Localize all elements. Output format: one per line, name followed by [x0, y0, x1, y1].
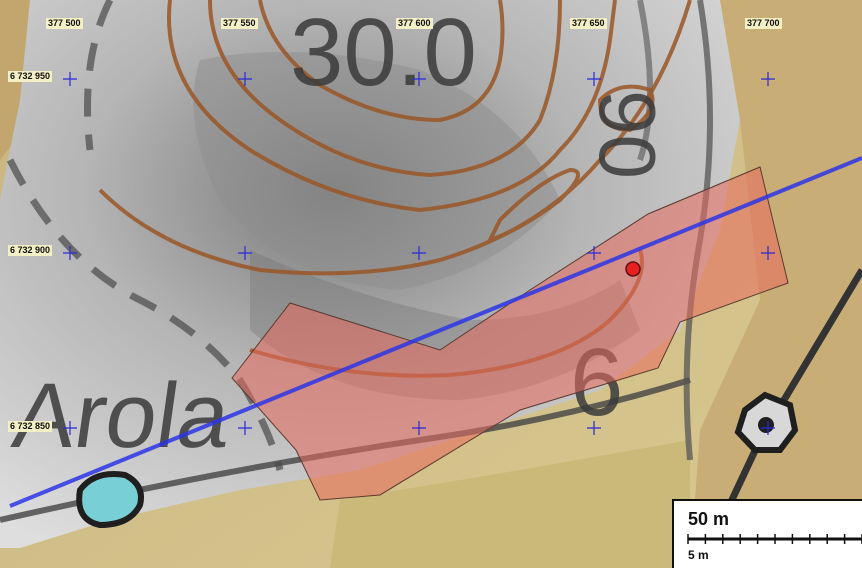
scale-main-label: 50 m — [688, 509, 730, 529]
y-coordinate-label: 6 732 950 — [8, 71, 53, 82]
y-coordinate-label: 6 732 900 — [8, 245, 53, 256]
grid-cross — [761, 421, 775, 435]
x-coordinate-label: 377 700 — [745, 18, 782, 29]
grid-cross — [63, 421, 77, 435]
grid-cross — [63, 246, 77, 260]
contour-line — [98, 0, 692, 276]
grid-crosses — [63, 72, 775, 435]
contour-line — [208, 0, 562, 178]
x-coordinate-label: 377 600 — [396, 18, 433, 29]
grid-cross — [238, 72, 252, 86]
x-coordinate-label: 377 550 — [221, 18, 258, 29]
track-dashed-2 — [84, 0, 114, 151]
measure-line[interactable] — [9, 156, 862, 508]
scale-ticks — [687, 534, 862, 544]
scale-ruler — [687, 534, 862, 544]
grid-cross — [587, 246, 601, 260]
grid-cross — [412, 72, 426, 86]
x-coordinate-label: 377 650 — [570, 18, 607, 29]
grid-cross — [412, 246, 426, 260]
contour-label-30: 30.0 — [290, 0, 477, 106]
contour-line — [486, 167, 580, 244]
x-coordinate-label: 377 500 — [46, 18, 83, 29]
junction-center — [758, 417, 774, 433]
grid-cross — [238, 421, 252, 435]
location-point[interactable] — [625, 261, 641, 277]
pond — [76, 471, 144, 529]
contour-label-90: 90 — [583, 90, 672, 179]
place-name-label: Arola — [7, 363, 237, 466]
scale-bar: 50 m 5 m — [672, 499, 862, 568]
grid-cross — [587, 72, 601, 86]
grid-cross — [761, 72, 775, 86]
contour-line — [167, 0, 617, 213]
contour-line — [597, 84, 655, 133]
highlighted-area[interactable] — [231, 166, 789, 501]
grid-cross — [63, 72, 77, 86]
field-bottom — [330, 440, 690, 568]
track-dashed — [6, 158, 284, 471]
grid-cross — [238, 246, 252, 260]
grid-cross — [412, 421, 426, 435]
y-coordinate-label: 6 732 850 — [8, 421, 53, 432]
grid-cross — [587, 421, 601, 435]
contour-line — [258, 0, 505, 123]
scale-sub-label: 5 m — [688, 548, 709, 562]
grid-cross — [761, 246, 775, 260]
